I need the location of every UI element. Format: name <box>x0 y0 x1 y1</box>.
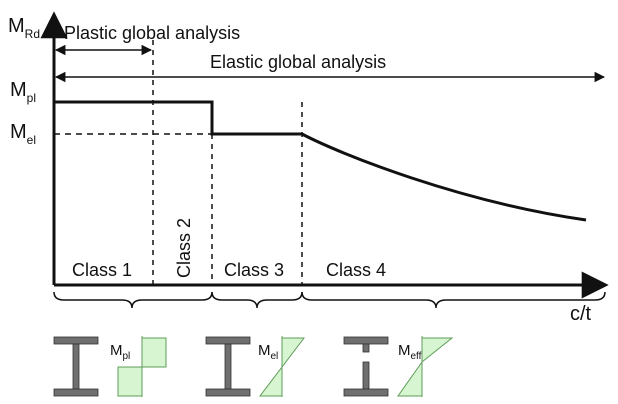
section-moment-label: Meff <box>398 342 422 362</box>
elastic-stress-top <box>281 337 306 369</box>
section-web-upper <box>362 343 370 353</box>
effective-stress-top <box>421 337 454 364</box>
section-top-flange <box>343 336 389 345</box>
section-bottom-flange <box>343 388 389 397</box>
plastic-stress-block-top <box>141 337 167 368</box>
plastic-section: Mpl <box>53 336 167 397</box>
section-moment-label: Mel <box>258 342 278 362</box>
brace-class1-2 <box>53 291 213 309</box>
x-axis-label: c/t <box>570 303 592 325</box>
plastic-stress-block-bottom <box>117 366 143 397</box>
section-web <box>224 343 232 390</box>
class1-label: Class 1 <box>72 260 132 280</box>
section-moment-label: Mpl <box>110 342 130 362</box>
class4-label: Class 4 <box>326 260 386 280</box>
class3-label: Class 3 <box>224 260 284 280</box>
elastic-stress-bottom <box>258 365 283 397</box>
section-top-flange <box>205 336 251 345</box>
section-bottom-flange <box>205 388 251 397</box>
effective-stress-bottom <box>397 360 423 397</box>
section-top-flange <box>53 336 99 345</box>
brace-class3 <box>211 291 303 309</box>
section-bottom-flange <box>53 388 99 397</box>
plastic-analysis-label: Plastic global analysis <box>64 23 240 43</box>
brace-class4 <box>301 291 606 309</box>
elastic-section: Mel <box>205 336 306 397</box>
section-web-lower <box>362 361 370 390</box>
y-axis-label: MRd <box>8 15 40 41</box>
mpl-level-label: Mpl <box>10 79 36 105</box>
resistance-curve <box>54 100 587 222</box>
elastic-analysis-label: Elastic global analysis <box>210 52 386 72</box>
effective-section: Meff <box>343 336 454 397</box>
mel-level-label: Mel <box>10 121 36 147</box>
class2-label: Class 2 <box>174 218 194 278</box>
section-web <box>72 343 80 390</box>
